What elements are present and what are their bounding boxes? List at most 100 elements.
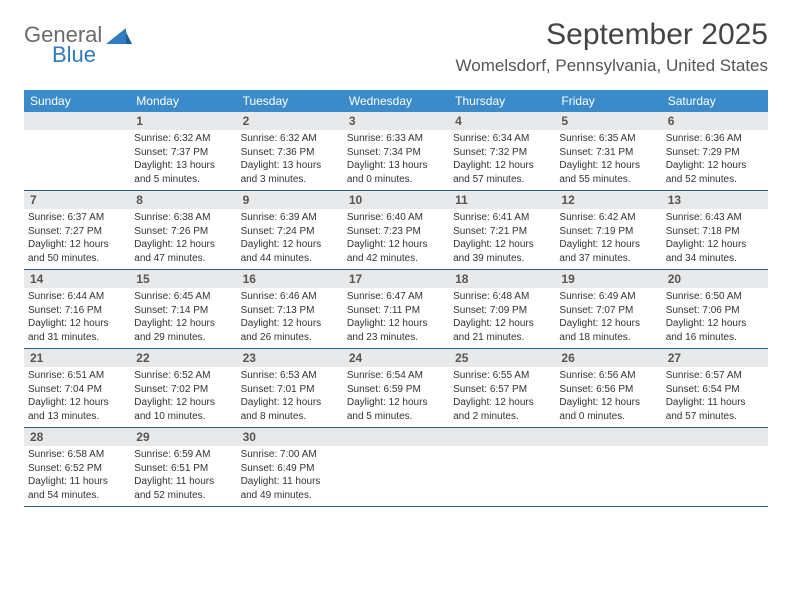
day-number [662, 428, 768, 446]
day-body: Sunrise: 6:47 AMSunset: 7:11 PMDaylight:… [347, 290, 445, 344]
sunset-text: Sunset: 7:24 PM [241, 225, 339, 239]
day-number: 12 [555, 191, 661, 209]
day-cell: 16Sunrise: 6:46 AMSunset: 7:13 PMDayligh… [237, 270, 343, 348]
day-cell: 7Sunrise: 6:37 AMSunset: 7:27 PMDaylight… [24, 191, 130, 269]
day-body: Sunrise: 6:56 AMSunset: 6:56 PMDaylight:… [559, 369, 657, 423]
dow-cell: Monday [130, 90, 236, 112]
sunset-text: Sunset: 7:27 PM [28, 225, 126, 239]
logo-sail-icon [106, 26, 132, 46]
day-number: 22 [130, 349, 236, 367]
day-cell: 27Sunrise: 6:57 AMSunset: 6:54 PMDayligh… [662, 349, 768, 427]
sunrise-text: Sunrise: 6:52 AM [134, 369, 232, 383]
day-number: 3 [343, 112, 449, 130]
week-row: 1Sunrise: 6:32 AMSunset: 7:37 PMDaylight… [24, 112, 768, 191]
daylight-text: Daylight: 12 hours and 8 minutes. [241, 396, 339, 423]
day-cell: 24Sunrise: 6:54 AMSunset: 6:59 PMDayligh… [343, 349, 449, 427]
sunrise-text: Sunrise: 6:36 AM [666, 132, 764, 146]
sunset-text: Sunset: 7:16 PM [28, 304, 126, 318]
day-cell: 9Sunrise: 6:39 AMSunset: 7:24 PMDaylight… [237, 191, 343, 269]
day-body: Sunrise: 6:53 AMSunset: 7:01 PMDaylight:… [241, 369, 339, 423]
daylight-text: Daylight: 13 hours and 5 minutes. [134, 159, 232, 186]
sunrise-text: Sunrise: 6:41 AM [453, 211, 551, 225]
day-cell: 17Sunrise: 6:47 AMSunset: 7:11 PMDayligh… [343, 270, 449, 348]
day-cell: 23 Sunrise: 6:53 AMSunset: 7:01 PMDayligh… [237, 349, 343, 427]
daylight-text: Daylight: 12 hours and 0 minutes. [559, 396, 657, 423]
day-cell: 22 Sunrise: 6:52 AMSunset: 7:02 PMDayligh… [130, 349, 236, 427]
page: General Blue September 2025 Womelsdorf, … [0, 0, 792, 507]
calendar: SundayMondayTuesdayWednesdayThursdayFrid… [24, 90, 768, 507]
day-body: Sunrise: 6:32 AMSunset: 7:37 PMDaylight:… [134, 132, 232, 186]
sunset-text: Sunset: 7:09 PM [453, 304, 551, 318]
sunset-text: Sunset: 7:32 PM [453, 146, 551, 160]
daylight-text: Daylight: 12 hours and 34 minutes. [666, 238, 764, 265]
daylight-text: Daylight: 13 hours and 3 minutes. [241, 159, 339, 186]
sunset-text: Sunset: 6:52 PM [28, 462, 126, 476]
day-cell: 25 Sunrise: 6:55 AMSunset: 6:57 PMDayligh… [449, 349, 555, 427]
sunrise-text: Sunrise: 6:33 AM [347, 132, 445, 146]
sunset-text: Sunset: 7:13 PM [241, 304, 339, 318]
daylight-text: Daylight: 12 hours and 42 minutes. [347, 238, 445, 265]
sunset-text: Sunset: 6:57 PM [453, 383, 551, 397]
day-cell: 11 Sunrise: 6:41 AMSunset: 7:21 PMDayligh… [449, 191, 555, 269]
dow-cell: Friday [555, 90, 661, 112]
day-number: 11 [449, 191, 555, 209]
day-body: Sunrise: 6:43 AMSunset: 7:18 PMDaylight:… [666, 211, 764, 265]
sunrise-text: Sunrise: 6:40 AM [347, 211, 445, 225]
sunset-text: Sunset: 6:54 PM [666, 383, 764, 397]
day-number [24, 112, 130, 130]
day-body: Sunrise: 6:50 AMSunset: 7:06 PMDaylight:… [666, 290, 764, 344]
day-cell: 14Sunrise: 6:44 AMSunset: 7:16 PMDayligh… [24, 270, 130, 348]
sunrise-text: Sunrise: 6:58 AM [28, 448, 126, 462]
sunrise-text: Sunrise: 6:46 AM [241, 290, 339, 304]
day-number: 13 [662, 191, 768, 209]
day-cell: 8Sunrise: 6:38 AMSunset: 7:26 PMDaylight… [130, 191, 236, 269]
day-body: Sunrise: 6:39 AMSunset: 7:24 PMDaylight:… [241, 211, 339, 265]
sunset-text: Sunset: 6:59 PM [347, 383, 445, 397]
daylight-text: Daylight: 12 hours and 55 minutes. [559, 159, 657, 186]
day-body: Sunrise: 7:00 AMSunset: 6:49 PMDaylight:… [241, 448, 339, 502]
daylight-text: Daylight: 12 hours and 16 minutes. [666, 317, 764, 344]
sunset-text: Sunset: 6:56 PM [559, 383, 657, 397]
day-number: 5 [555, 112, 661, 130]
logo: General Blue [24, 18, 132, 66]
day-number [449, 428, 555, 446]
day-number: 23 [237, 349, 343, 367]
day-cell: 3Sunrise: 6:33 AMSunset: 7:34 PMDaylight… [343, 112, 449, 190]
day-number: 30 [237, 428, 343, 446]
day-cell: 4Sunrise: 6:34 AMSunset: 7:32 PMDaylight… [449, 112, 555, 190]
day-number: 26 [555, 349, 661, 367]
day-body: Sunrise: 6:46 AMSunset: 7:13 PMDaylight:… [241, 290, 339, 344]
day-body: Sunrise: 6:52 AMSunset: 7:02 PMDaylight:… [134, 369, 232, 423]
day-cell: 20Sunrise: 6:50 AMSunset: 7:06 PMDayligh… [662, 270, 768, 348]
sunrise-text: Sunrise: 6:56 AM [559, 369, 657, 383]
day-number: 4 [449, 112, 555, 130]
day-body: Sunrise: 6:51 AMSunset: 7:04 PMDaylight:… [28, 369, 126, 423]
sunrise-text: Sunrise: 7:00 AM [241, 448, 339, 462]
day-number: 28 [24, 428, 130, 446]
day-body: Sunrise: 6:38 AMSunset: 7:26 PMDaylight:… [134, 211, 232, 265]
title-block: September 2025 Womelsdorf, Pennsylvania,… [456, 18, 768, 76]
day-cell [343, 428, 449, 506]
daylight-text: Daylight: 11 hours and 54 minutes. [28, 475, 126, 502]
sunrise-text: Sunrise: 6:49 AM [559, 290, 657, 304]
day-cell [555, 428, 661, 506]
day-cell: 13 Sunrise: 6:43 AMSunset: 7:18 PMDayligh… [662, 191, 768, 269]
daylight-text: Daylight: 12 hours and 31 minutes. [28, 317, 126, 344]
day-cell: 26 Sunrise: 6:56 AMSunset: 6:56 PMDayligh… [555, 349, 661, 427]
daylight-text: Daylight: 12 hours and 29 minutes. [134, 317, 232, 344]
sunset-text: Sunset: 7:14 PM [134, 304, 232, 318]
day-body: Sunrise: 6:41 AMSunset: 7:21 PMDaylight:… [453, 211, 551, 265]
sunrise-text: Sunrise: 6:53 AM [241, 369, 339, 383]
sunset-text: Sunset: 7:34 PM [347, 146, 445, 160]
day-body: Sunrise: 6:55 AMSunset: 6:57 PMDaylight:… [453, 369, 551, 423]
daylight-text: Daylight: 12 hours and 23 minutes. [347, 317, 445, 344]
day-number: 21 [24, 349, 130, 367]
sunrise-text: Sunrise: 6:39 AM [241, 211, 339, 225]
sunrise-text: Sunrise: 6:47 AM [347, 290, 445, 304]
day-cell: 10Sunrise: 6:40 AMSunset: 7:23 PMDayligh… [343, 191, 449, 269]
day-number: 25 [449, 349, 555, 367]
sunset-text: Sunset: 7:18 PM [666, 225, 764, 239]
day-body: Sunrise: 6:35 AMSunset: 7:31 PMDaylight:… [559, 132, 657, 186]
day-body: Sunrise: 6:54 AMSunset: 6:59 PMDaylight:… [347, 369, 445, 423]
daylight-text: Daylight: 12 hours and 52 minutes. [666, 159, 764, 186]
